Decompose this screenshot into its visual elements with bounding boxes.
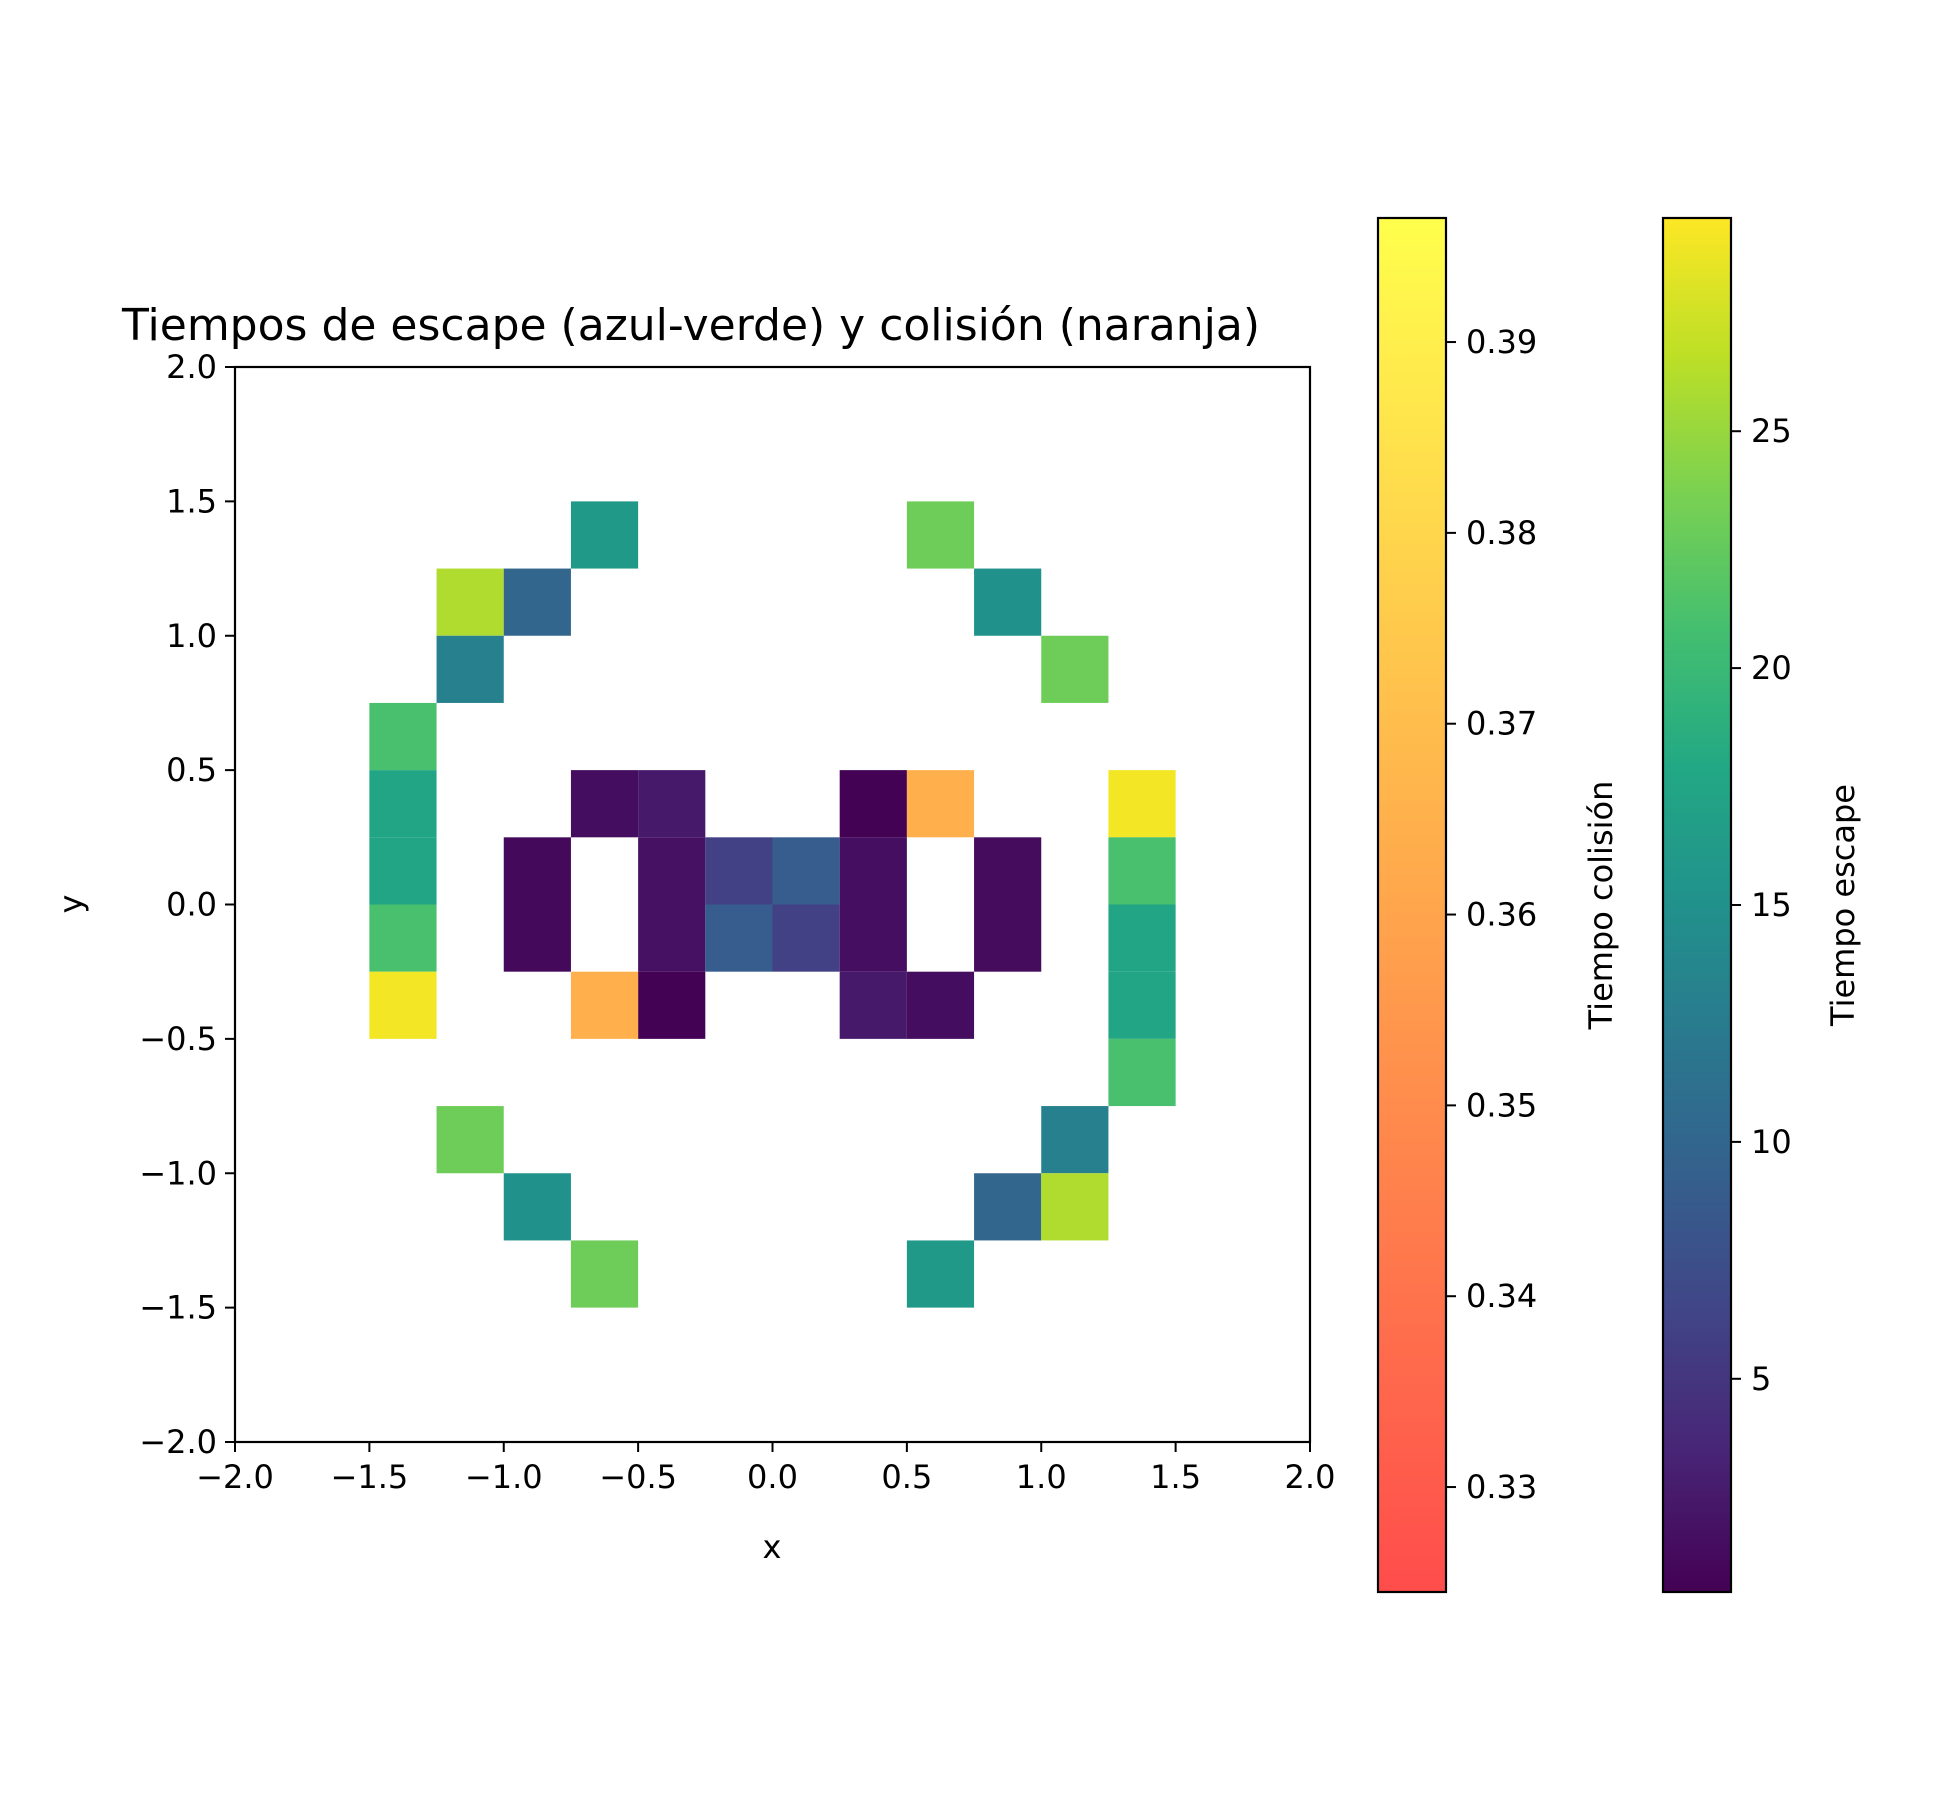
x-axis-label: x — [763, 1528, 782, 1566]
chart-title: Tiempos de escape (azul-verde) y colisió… — [121, 300, 1260, 351]
y-tick-label: 0.0 — [166, 886, 217, 924]
x-tick-label: 0.5 — [881, 1458, 932, 1496]
escape-cell — [705, 837, 773, 905]
x-tick-label: 1.0 — [1016, 1458, 1067, 1496]
x-tick-label: 0.0 — [747, 1458, 798, 1496]
escape-cell — [906, 501, 975, 569]
escape-colorbar-label: Tiempo escape — [1824, 784, 1862, 1027]
escape-cell — [1108, 971, 1176, 1039]
collision-cell — [570, 971, 639, 1039]
escape-colorbar-ticks: 5 10 15 20 25 — [1731, 412, 1792, 1398]
collision-colorbar-tick-label: 0.37 — [1466, 705, 1537, 743]
escape-cell — [503, 837, 571, 905]
escape-cell — [369, 770, 437, 838]
x-tick-label: 2.0 — [1285, 1458, 1336, 1496]
escape-colorbar-tick-label: 10 — [1751, 1123, 1792, 1161]
escape-cell — [638, 770, 706, 838]
escape-cell — [503, 1173, 571, 1241]
escape-cell — [1041, 1106, 1109, 1174]
escape-cell — [1108, 770, 1176, 838]
escape-colorbar-gradient — [1663, 218, 1731, 1592]
escape-cell — [570, 501, 639, 569]
x-axis-ticks: −2.0 −1.5 −1.0 −0.5 0.0 0.5 1.0 1.5 2.0 — [196, 1442, 1335, 1496]
escape-cell — [1108, 904, 1176, 972]
escape-cell — [772, 904, 840, 972]
escape-cell — [839, 904, 907, 972]
escape-cell — [369, 837, 437, 905]
escape-cell — [638, 971, 706, 1039]
collision-cell — [906, 770, 975, 838]
y-tick-label: −2.0 — [139, 1423, 217, 1461]
y-tick-label: 1.5 — [166, 482, 217, 520]
escape-cell — [906, 971, 975, 1039]
escape-cell — [638, 904, 706, 972]
escape-cell — [1041, 635, 1109, 703]
escape-cell — [974, 568, 1042, 636]
x-tick-label: −1.5 — [331, 1458, 409, 1496]
escape-cell — [1108, 1038, 1176, 1107]
escape-cell — [1041, 1173, 1109, 1241]
collision-colorbar-tick-label: 0.33 — [1466, 1468, 1537, 1506]
escape-cell — [1108, 837, 1176, 905]
collision-colorbar-label: Tiempo colisión — [1582, 781, 1620, 1031]
collision-colorbar-tick-label: 0.35 — [1466, 1086, 1537, 1124]
collision-colorbar-gradient — [1378, 218, 1446, 1592]
collision-cells — [570, 770, 975, 1039]
escape-cell — [839, 971, 907, 1039]
y-tick-label: 2.0 — [166, 348, 217, 386]
collision-colorbar-tick-label: 0.38 — [1466, 514, 1537, 552]
collision-colorbar-tick-label: 0.36 — [1466, 896, 1537, 934]
escape-cell — [974, 1173, 1042, 1241]
escape-cell — [570, 770, 639, 838]
y-tick-label: 0.5 — [166, 751, 217, 789]
y-axis-ticks: −2.0 −1.5 −1.0 −0.5 0.0 0.5 1.0 1.5 2.0 — [139, 348, 235, 1461]
collision-colorbar: 0.33 0.34 0.35 0.36 0.37 0.38 0.39 Tiempo coli… — [1376, 216, 1620, 1594]
escape-colorbar-tick-label: 25 — [1751, 412, 1792, 450]
collision-colorbar-frame — [1376, 216, 1448, 1594]
escape-cell — [839, 837, 907, 905]
x-tick-label: 1.5 — [1150, 1458, 1201, 1496]
escape-cell — [503, 568, 571, 636]
escape-cell — [436, 1106, 504, 1174]
escape-cell — [705, 904, 773, 972]
escape-cell — [570, 1240, 639, 1308]
x-tick-label: −0.5 — [599, 1458, 677, 1496]
escape-cell — [369, 904, 437, 972]
escape-colorbar: 5 10 15 20 25 Tiempo escape — [1661, 216, 1862, 1594]
escape-cell — [436, 635, 504, 703]
collision-colorbar-tick-label: 0.39 — [1466, 323, 1537, 361]
x-tick-label: −1.0 — [465, 1458, 543, 1496]
plot-area — [233, 365, 1312, 1444]
y-tick-label: −1.0 — [139, 1154, 217, 1192]
y-tick-label: 1.0 — [166, 617, 217, 655]
escape-cell — [974, 837, 1042, 905]
y-axis-label: y — [52, 895, 90, 914]
escape-cell — [974, 904, 1042, 972]
escape-cell — [503, 904, 571, 972]
escape-cell — [839, 770, 907, 838]
escape-colorbar-tick-label: 20 — [1751, 649, 1792, 687]
escape-cell — [772, 837, 840, 905]
x-tick-label: −2.0 — [196, 1458, 274, 1496]
collision-colorbar-tick-label: 0.34 — [1466, 1277, 1537, 1315]
escape-cell — [436, 568, 504, 636]
escape-colorbar-tick-label: 5 — [1751, 1360, 1771, 1398]
escape-cell — [906, 1240, 975, 1308]
escape-cell — [638, 837, 706, 905]
escape-cells — [369, 501, 1176, 1308]
y-tick-label: −0.5 — [139, 1020, 217, 1058]
escape-colorbar-tick-label: 15 — [1751, 886, 1792, 924]
y-tick-label: −1.5 — [139, 1289, 217, 1327]
escape-cell — [369, 971, 437, 1039]
collision-colorbar-ticks: 0.33 0.34 0.35 0.36 0.37 0.38 0.39 — [1446, 323, 1537, 1506]
escape-cell — [369, 702, 437, 771]
